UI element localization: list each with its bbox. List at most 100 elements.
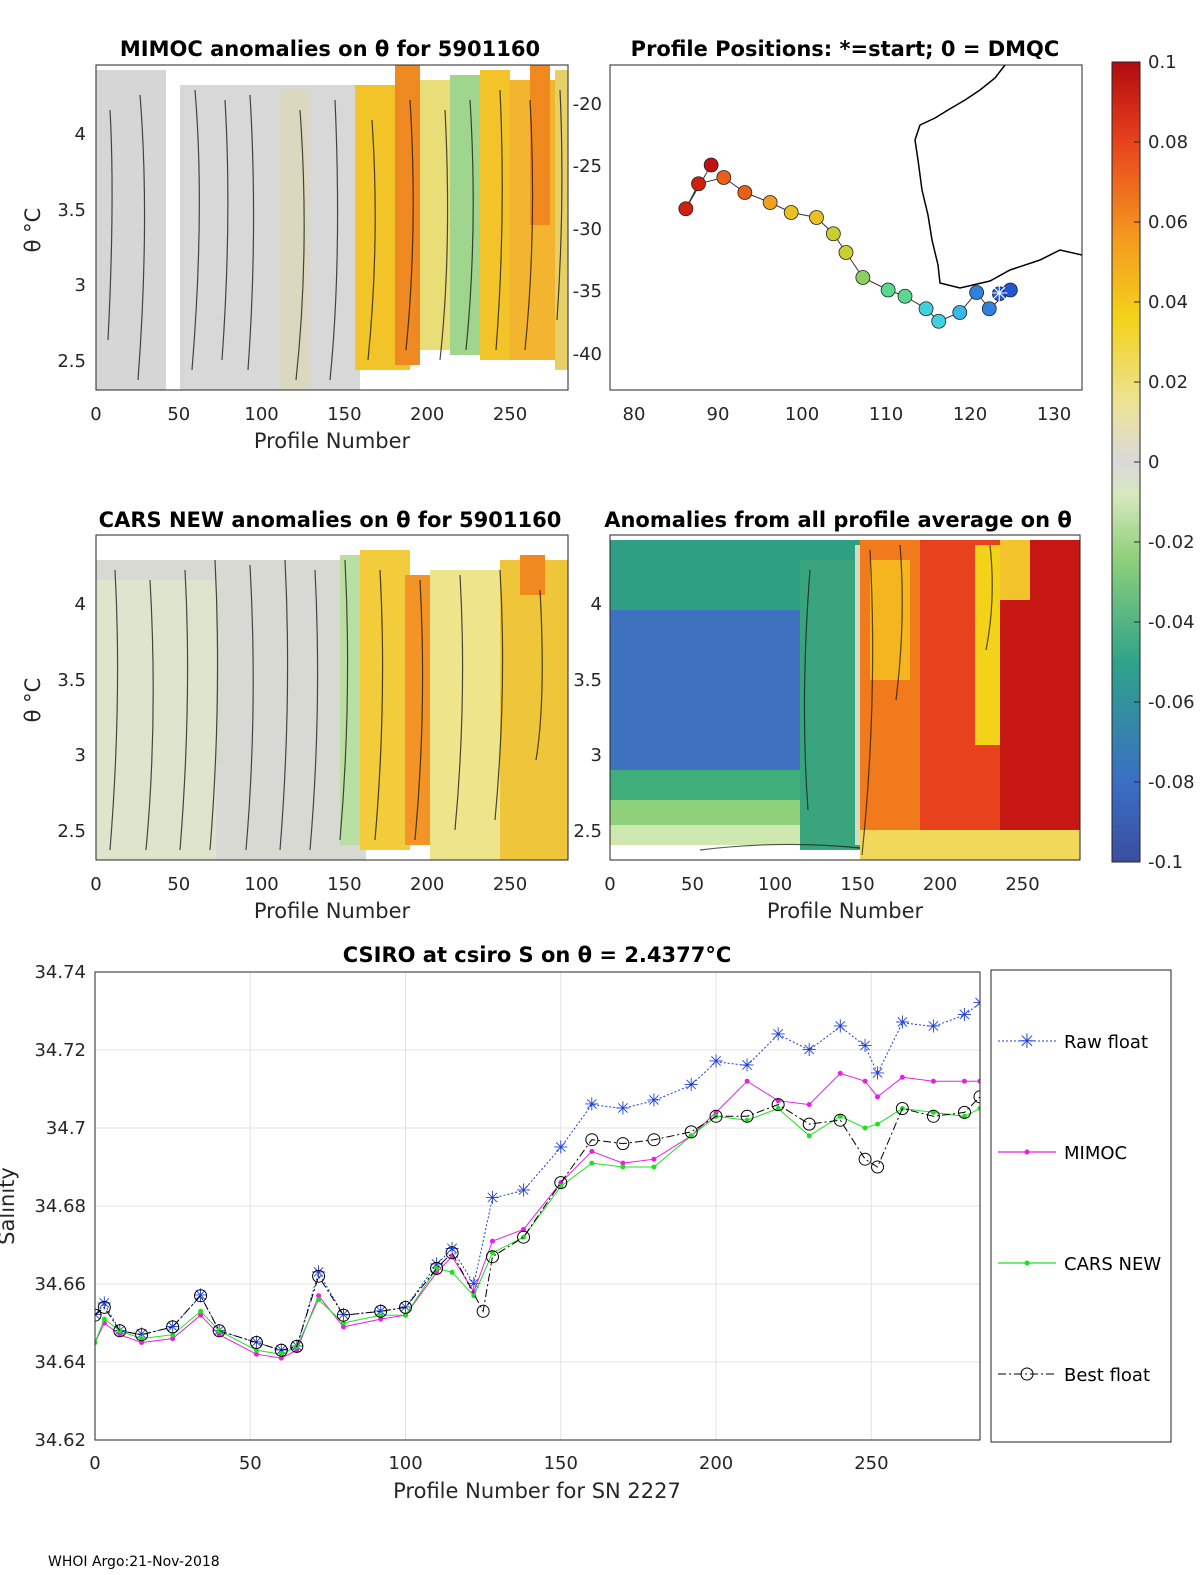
data-point [521,1234,527,1240]
positions-xtick: 90 [707,404,730,425]
data-point: ✳ [709,1052,724,1073]
data-point [862,1125,868,1131]
avg-xtick: 0 [604,874,615,895]
salinity-ytick: 34.74 [34,962,86,983]
positions-xticks: 80 90 100 110 120 130 [623,404,1072,425]
profile-position-dot [703,157,719,173]
data-point [651,1156,657,1162]
data-point [651,1164,657,1170]
mimoc-ylabel: θ °C [21,208,45,253]
dot-marker-icon [1024,1260,1030,1266]
cars-ytick: 3 [75,745,86,766]
data-point [135,1328,149,1342]
avg-title: Anomalies from all profile average on θ [604,508,1072,532]
profile-position-dot [691,176,706,192]
data-point [253,1351,259,1357]
salinity-xtick: 150 [544,1453,578,1474]
data-point [709,1109,723,1123]
positions-title: Profile Positions: *=start; 0 = DMQC [631,37,1060,61]
data-point [170,1336,176,1342]
salinity-xtick: 50 [239,1453,262,1474]
cars-xtick: 150 [327,874,361,895]
data-point: ✳ [445,1239,460,1260]
cars-xtick: 200 [410,874,444,895]
data-point: ✳ [87,1305,102,1326]
avg-panel: Anomalies from all profile average on θ [573,508,1081,923]
data-point [833,1113,847,1127]
data-point [837,1070,843,1076]
data-point [647,1133,661,1147]
data-point [875,1094,881,1100]
cars-panel: CARS NEW anomalies on θ for 5901160 [21,508,569,923]
legend-box [990,969,1172,1443]
positions-ytick: -30 [573,219,602,240]
profile-position-dot [678,201,694,217]
profile-position-dot [981,301,997,317]
data-point [340,1324,346,1330]
data-point [95,1308,102,1322]
data-point [274,1343,288,1357]
avg-xticks: 0 50 100 150 200 250 [604,874,1039,895]
positions-xtick: 110 [869,404,903,425]
data-point: ✳ [429,1255,444,1276]
positions-panel: Profile Positions: *=start; 0 = DMQC ✳ 8… [573,37,1083,425]
salinity-ytick: 34.66 [34,1274,86,1295]
mimoc-title: MIMOC anomalies on θ for 5901160 [120,37,540,61]
data-point [806,1102,812,1108]
mimoc-xtick: 0 [90,404,101,425]
mimoc-panel: MIMOC anomalies on θ for 5901160 [21,37,569,453]
data-point [312,1269,326,1283]
data-point [139,1336,145,1342]
data-point [775,1098,781,1104]
data-point [113,1324,127,1338]
data-point [249,1336,263,1349]
track-line [685,164,1011,322]
data-point [806,1133,812,1139]
data-point [198,1308,204,1314]
salinity-xtick: 0 [89,1453,100,1474]
avg-yticks: 2.5 3 3.5 4 [573,594,602,842]
data-point [713,1109,719,1115]
avg-axes-box [609,534,1081,861]
data-point [620,1160,626,1166]
colorbar-ticks: 0.1 0.08 0.06 0.04 0.02 0 -0.02 -0.04 -0… [1148,52,1195,873]
data-point [290,1339,304,1353]
data-point [374,1304,388,1318]
profile-position-dot [1002,282,1018,298]
data-point [802,1117,816,1131]
salinity-xtick: 200 [699,1453,733,1474]
legend-item-raw-float: ✳ Raw float [998,1029,1148,1053]
positions-xtick: 120 [953,404,987,425]
data-point [775,1106,781,1111]
avg-ytick: 3.5 [573,670,602,691]
data-point [336,1308,350,1322]
avg-heatmap [610,535,1080,860]
data-point [166,1320,180,1334]
data-point: ✳ [771,1024,786,1045]
data-point [378,1316,384,1322]
avg-xtick: 150 [840,874,874,895]
positions-ytick: -25 [573,156,602,177]
colorbar-tick: 0.04 [1148,292,1188,313]
data-point: ✳ [97,1294,112,1315]
data-point [977,1106,980,1111]
data-point [485,1250,499,1264]
data-point [198,1312,204,1318]
australia-coastline [914,65,1082,289]
avg-ytick: 3 [591,745,602,766]
positions-ytick: -20 [573,94,602,115]
data-point [961,1113,967,1119]
cars-axes-box [95,534,569,861]
salinity-xlabel: Profile Number for SN 2227 [393,1479,681,1503]
mimoc-ytick: 2.5 [57,351,86,372]
salinity-ytick: 34.7 [46,1118,86,1139]
data-point: ✳ [957,1005,972,1026]
mimoc-ytick: 3 [75,275,86,296]
positions-xtick: 80 [623,404,646,425]
data-point [616,1137,630,1151]
avg-xtick: 250 [1005,874,1039,895]
colorbar-tick: -0.02 [1148,532,1195,553]
footer-stamp: WHOI Argo:21-Nov-2018 [48,1554,220,1570]
mimoc-xtick: 50 [167,404,190,425]
data-point [589,1160,595,1166]
